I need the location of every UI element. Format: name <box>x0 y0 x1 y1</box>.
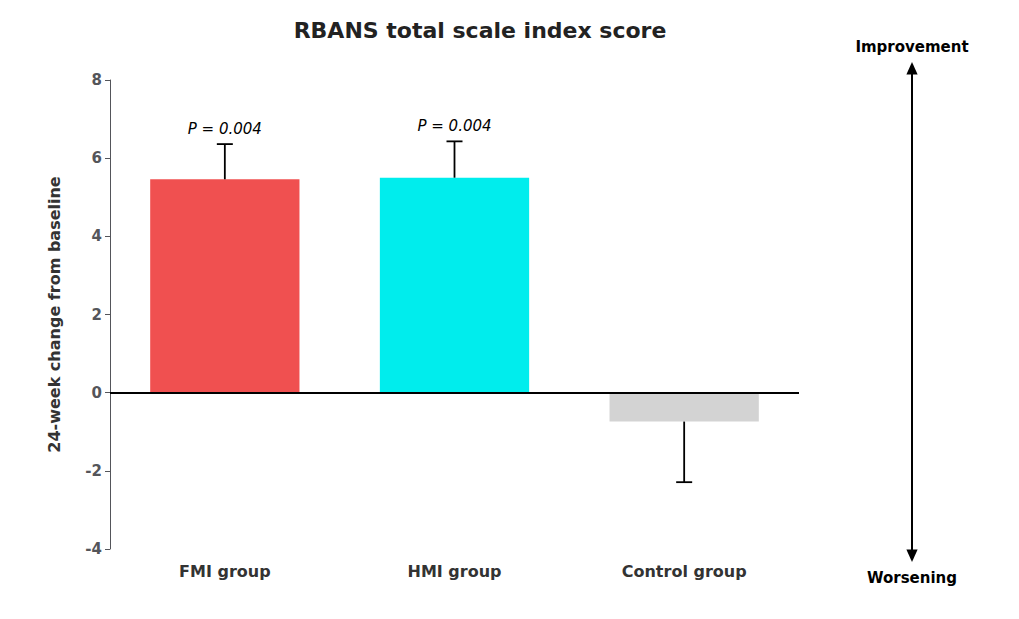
svg-text:Control group: Control group <box>622 562 747 581</box>
svg-text:P = 0.004: P = 0.004 <box>188 120 262 138</box>
svg-text:-2: -2 <box>85 462 102 480</box>
svg-text:8: 8 <box>92 71 102 89</box>
svg-text:24-week change from baseline: 24-week change from baseline <box>45 176 64 453</box>
svg-text:P = 0.004: P = 0.004 <box>417 117 491 135</box>
svg-text:Improvement: Improvement <box>855 38 968 56</box>
svg-text:-4: -4 <box>85 540 102 558</box>
svg-text:FMI group: FMI group <box>179 562 271 581</box>
svg-text:RBANS total scale index score: RBANS total scale index score <box>294 18 667 43</box>
svg-text:0: 0 <box>92 384 102 402</box>
svg-text:6: 6 <box>92 149 102 167</box>
svg-text:2: 2 <box>92 306 102 324</box>
svg-text:4: 4 <box>92 227 102 245</box>
svg-text:HMI group: HMI group <box>407 562 501 581</box>
svg-text:Worsening: Worsening <box>867 569 957 587</box>
